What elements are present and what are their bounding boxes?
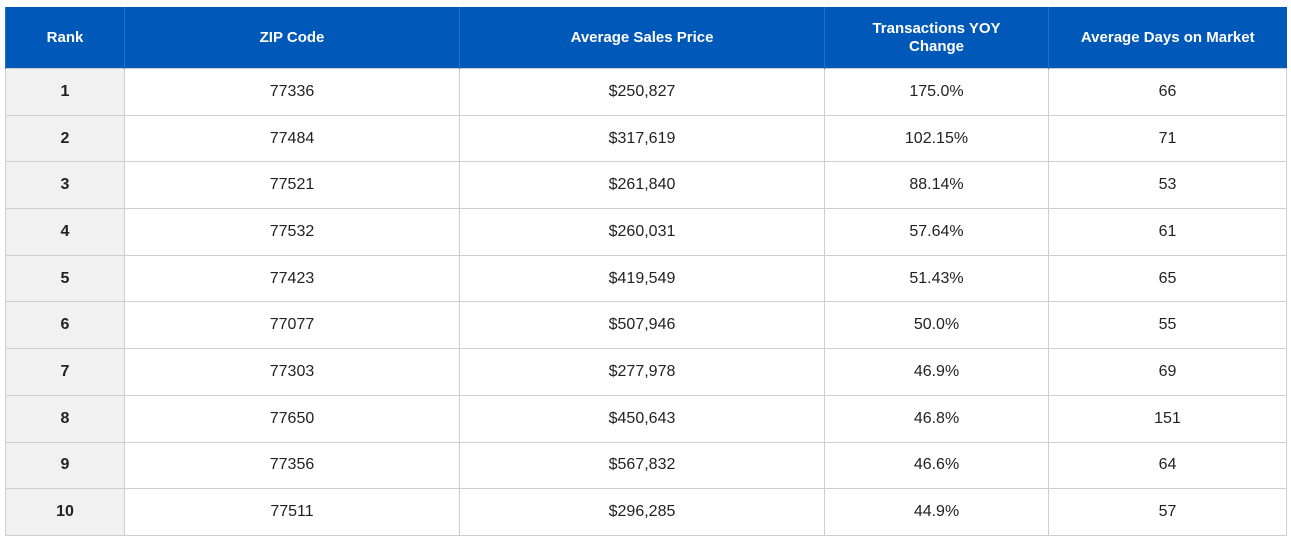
- table-cell: 88.14%: [824, 161, 1049, 210]
- table-cell: 51.43%: [824, 254, 1049, 303]
- table-row: 1 77336 $250,827 175.0% 66: [5, 68, 1287, 116]
- table-cell: 44.9%: [824, 488, 1049, 536]
- table-cell: 77511: [124, 488, 460, 536]
- table-cell: 77303: [124, 348, 460, 396]
- table-cell: 77423: [124, 254, 460, 303]
- table-cell: 102.15%: [824, 114, 1049, 163]
- table-row: 2 77484 $317,619 102.15% 71: [5, 114, 1287, 163]
- table-cell: 77484: [124, 114, 460, 163]
- table-cell: $567,832: [459, 441, 825, 490]
- table-cell: 71: [1048, 114, 1287, 163]
- table-cell: 175.0%: [824, 68, 1049, 116]
- rank-cell: 4: [5, 208, 125, 256]
- table-cell: 46.6%: [824, 441, 1049, 490]
- rank-cell: 1: [5, 68, 125, 116]
- rank-cell: 8: [5, 394, 125, 443]
- header-cell: Average Days on Market: [1048, 7, 1287, 69]
- table-cell: $261,840: [459, 161, 825, 210]
- header-cell: Rank: [5, 7, 125, 69]
- header-cell: Average Sales Price: [459, 7, 825, 69]
- table-cell: $296,285: [459, 488, 825, 536]
- table-body: 1 77336 $250,827 175.0% 66 2 77484 $317,619 102.…: [5, 68, 1287, 536]
- header-row: Rank ZIP Code Average Sales Price Transacti…: [5, 7, 1287, 69]
- table-cell: 57: [1048, 488, 1287, 536]
- data-table: Rank ZIP Code Average Sales Price Transacti…: [5, 7, 1287, 536]
- rank-cell: 9: [5, 441, 125, 490]
- table-cell: $317,619: [459, 114, 825, 163]
- table-row: 8 77650 $450,643 46.8% 151: [5, 394, 1287, 443]
- rank-cell: 10: [5, 488, 125, 536]
- table-cell: 57.64%: [824, 208, 1049, 256]
- table-cell: 69: [1048, 348, 1287, 396]
- table-cell: 53: [1048, 161, 1287, 210]
- table-row: 6 77077 $507,946 50.0% 55: [5, 301, 1287, 350]
- table-cell: 50.0%: [824, 301, 1049, 350]
- table-cell: $507,946: [459, 301, 825, 350]
- table-cell: 65: [1048, 254, 1287, 303]
- table-header: Rank ZIP Code Average Sales Price Transacti…: [5, 7, 1287, 69]
- table-cell: 77650: [124, 394, 460, 443]
- table-row: 10 77511 $296,285 44.9% 57: [5, 488, 1287, 536]
- table-cell: 77077: [124, 301, 460, 350]
- rank-cell: 2: [5, 114, 125, 163]
- table-cell: 151: [1048, 394, 1287, 443]
- table-row: 7 77303 $277,978 46.9% 69: [5, 348, 1287, 396]
- table-cell: 64: [1048, 441, 1287, 490]
- rank-cell: 5: [5, 254, 125, 303]
- table-cell: 55: [1048, 301, 1287, 350]
- table-cell: $450,643: [459, 394, 825, 443]
- header-cell: ZIP Code: [124, 7, 460, 69]
- table-cell: 66: [1048, 68, 1287, 116]
- table-cell: 46.8%: [824, 394, 1049, 443]
- table-cell: $419,549: [459, 254, 825, 303]
- table-row: 9 77356 $567,832 46.6% 64: [5, 441, 1287, 490]
- rank-cell: 6: [5, 301, 125, 350]
- header-cell: Transactions YOY Change: [824, 7, 1049, 69]
- table-cell: $277,978: [459, 348, 825, 396]
- table-cell: 46.9%: [824, 348, 1049, 396]
- table-cell: 61: [1048, 208, 1287, 256]
- table-cell: $250,827: [459, 68, 825, 116]
- table-cell: 77336: [124, 68, 460, 116]
- rank-cell: 7: [5, 348, 125, 396]
- table-row: 5 77423 $419,549 51.43% 65: [5, 254, 1287, 303]
- table-cell: 77532: [124, 208, 460, 256]
- table-cell: 77521: [124, 161, 460, 210]
- table-row: 4 77532 $260,031 57.64% 61: [5, 208, 1287, 256]
- table-cell: 77356: [124, 441, 460, 490]
- table-cell: $260,031: [459, 208, 825, 256]
- rank-cell: 3: [5, 161, 125, 210]
- table-row: 3 77521 $261,840 88.14% 53: [5, 161, 1287, 210]
